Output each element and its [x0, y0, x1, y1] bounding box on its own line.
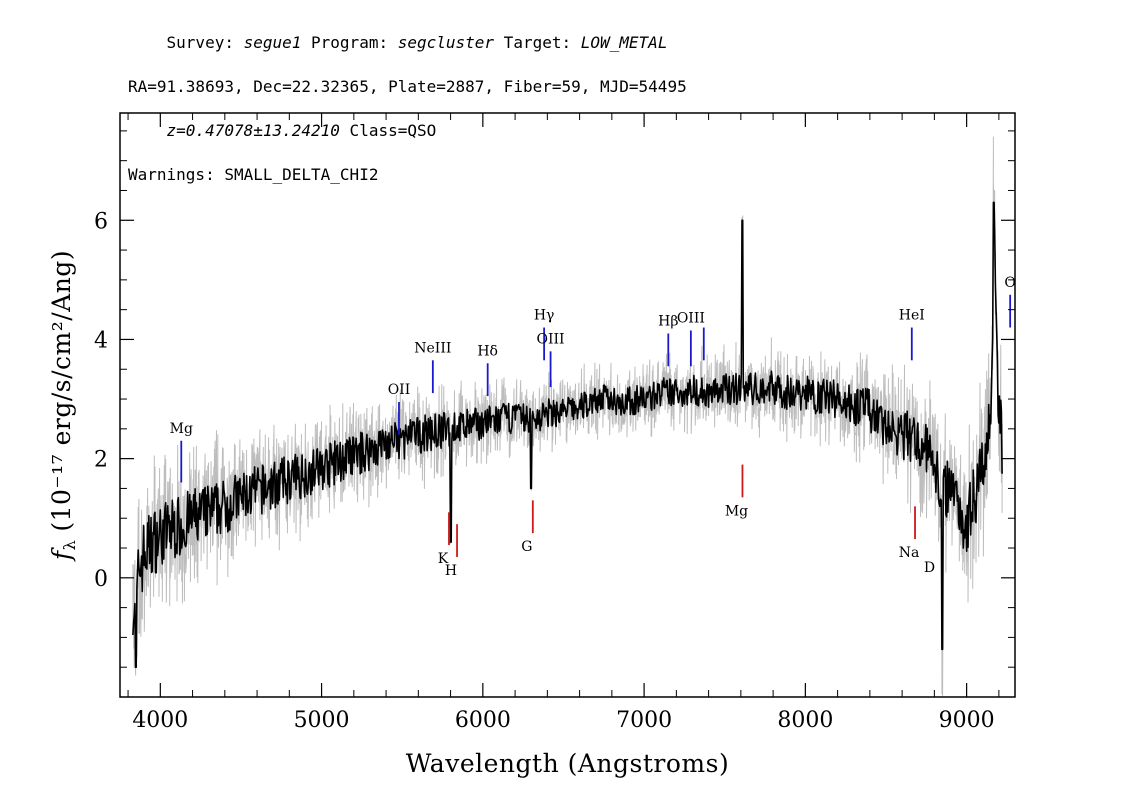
flux-layer — [132, 201, 1003, 669]
absorption-line-label: G — [521, 539, 532, 555]
absorption-line-label: Na — [899, 545, 920, 561]
emission-line-label: OIII — [537, 331, 565, 347]
emission-line-label: Hβ — [658, 313, 678, 329]
y-axis-symbol: f — [47, 547, 76, 562]
absorption-line-label: H — [445, 563, 457, 579]
header-segment: segcluster — [397, 33, 495, 52]
emission-line-label: NeIII — [414, 340, 451, 356]
header-segment: z=0.47078±13.24210 — [166, 121, 340, 140]
emission-line-label: OIII — [677, 311, 705, 327]
x-tick-label: 7000 — [616, 708, 672, 733]
y-tick-label: 4 — [94, 328, 108, 353]
header-line-warnings: Warnings: SMALL_DELTA_CHI2 — [128, 165, 379, 184]
emission-line-label: O — [1004, 275, 1015, 291]
emission-line-label: Hγ — [534, 308, 555, 324]
x-tick-label: 5000 — [294, 708, 350, 733]
absorption-line-label: D — [924, 560, 935, 576]
absorption-line-label: Mg — [725, 503, 748, 519]
emission-line-label: Hδ — [477, 343, 498, 359]
header-line-redshift: z=0.47078±13.24210 Class=QSO — [128, 98, 687, 164]
header-segment: Target: — [494, 33, 581, 52]
header-line-coordinates: RA=91.38693, Dec=22.32365, Plate=2887, F… — [128, 77, 687, 96]
y-tick-label: 2 — [94, 448, 108, 473]
y-axis-subscript: λ — [60, 540, 79, 551]
x-tick-label: 8000 — [777, 708, 833, 733]
header-segment: LOW_METAL — [580, 33, 668, 52]
spectrum-header: Survey: segue1 Program: segcluster Targe… — [128, 10, 687, 186]
header-segment: Survey: — [166, 33, 244, 52]
emission-line-label: Mg — [170, 421, 193, 437]
header-segment: Program: — [301, 33, 398, 52]
emission-line-label: HeI — [899, 308, 925, 324]
y-tick-label: 0 — [94, 567, 108, 592]
y-tick-label: 6 — [94, 209, 108, 234]
emission-line-label: OII — [388, 382, 411, 398]
flux-line — [132, 201, 1003, 669]
plot-frame — [119, 112, 1016, 698]
x-tick-label: 9000 — [939, 708, 995, 733]
header-segment: Class=QSO — [339, 121, 437, 140]
x-axis-title: Wavelength (Angstroms) — [406, 749, 729, 778]
header-line-survey: Survey: segue1 Program: segcluster Targe… — [128, 10, 687, 76]
absorption-line-label: K — [438, 551, 449, 567]
tick-layer: 4000 5000 6000 7000 8000 9000 0 2 4 6 — [94, 113, 1015, 733]
y-axis-unit: (10⁻¹⁷ erg/s/cm²/Ang) — [47, 250, 76, 532]
x-tick-label: 4000 — [132, 708, 188, 733]
y-axis-title: fλ (10⁻¹⁷ erg/s/cm²/Ang) — [47, 250, 79, 562]
x-tick-label: 6000 — [455, 708, 511, 733]
header-segment: segue1 — [243, 33, 302, 52]
